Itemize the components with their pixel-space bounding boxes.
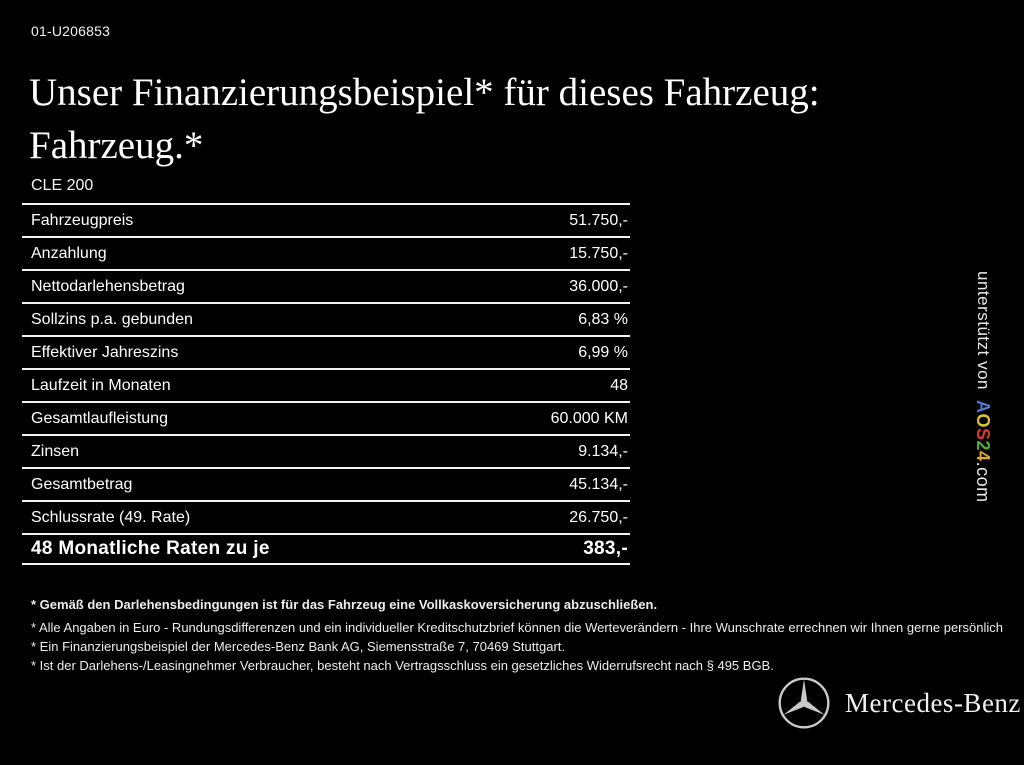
footnote-insurance: * Gemäß den Darlehensbedingungen ist für…	[31, 597, 658, 612]
footnote-bank-address: * Ein Finanzierungsbeispiel der Mercedes…	[31, 639, 566, 654]
row-value: 51.750,-	[569, 211, 628, 229]
supported-by-label: unterstützt von	[974, 271, 993, 391]
aos24-domain-suffix: .com	[973, 461, 993, 503]
table-row: Anzahlung 15.750,-	[22, 236, 630, 269]
table-row: Gesamtlaufleistung 60.000 KM	[22, 401, 630, 434]
aos24-letter: S	[973, 428, 993, 441]
row-value: 60.000 KM	[550, 409, 628, 427]
row-value: 36.000,-	[569, 277, 628, 295]
row-value: 6,99 %	[578, 343, 628, 361]
aos24-logo: AOS24.com	[973, 400, 993, 503]
row-label: Anzahlung	[31, 244, 107, 262]
row-label: Zinsen	[31, 442, 80, 460]
total-row-label: 48 Monatliche Raten zu je	[31, 538, 270, 559]
row-value: 9.134,-	[578, 442, 628, 460]
mercedes-benz-footer-logo: Mercedes-Benz	[777, 676, 1021, 730]
row-value: 6,83 %	[578, 310, 628, 328]
table-row: Sollzins p.a. gebunden 6,83 %	[22, 302, 630, 335]
supported-by-banner: unterstützt von AOS24.com	[972, 271, 993, 571]
row-label: Nettodarlehensbetrag	[31, 277, 185, 295]
table-row: Fahrzeugpreis 51.750,-	[22, 203, 630, 236]
table-row: Nettodarlehensbetrag 36.000,-	[22, 269, 630, 302]
mercedes-star-icon	[778, 677, 830, 729]
table-row-monthly-rate-total: 48 Monatliche Raten zu je 383,-	[22, 533, 630, 565]
table-row: Effektiver Jahreszins 6,99 %	[22, 335, 630, 368]
row-label: Sollzins p.a. gebunden	[31, 310, 193, 328]
footnotes: * Gemäß den Darlehensbedingungen ist für…	[31, 595, 1003, 675]
footnote-euro-disclaimer: * Alle Angaben in Euro - Rundungsdiffere…	[31, 620, 1003, 635]
footnote-withdrawal-right: * Ist der Darlehens-/Leasingnehmer Verbr…	[31, 658, 774, 673]
row-value: 26.750,-	[569, 508, 628, 526]
row-label: Effektiver Jahreszins	[31, 343, 179, 361]
table-row: Schlussrate (49. Rate) 26.750,-	[22, 500, 630, 533]
table-row: Laufzeit in Monaten 48	[22, 368, 630, 401]
row-label: Laufzeit in Monaten	[31, 376, 171, 394]
row-label: Gesamtbetrag	[31, 475, 133, 493]
table-row: Zinsen 9.134,-	[22, 434, 630, 467]
aos24-letter: 2	[973, 440, 993, 452]
aos24-letter: 4	[973, 451, 993, 462]
total-row-value: 383,-	[583, 538, 628, 559]
page-title-line2: Fahrzeug.*	[29, 124, 204, 167]
row-value: 15.750,-	[569, 244, 628, 262]
table-row: Gesamtbetrag 45.134,-	[22, 467, 630, 500]
row-label: Schlussrate (49. Rate)	[31, 508, 191, 526]
row-label: Fahrzeugpreis	[31, 211, 134, 229]
vehicle-ref-id: 01-U206853	[31, 23, 111, 39]
vehicle-model: CLE 200	[31, 177, 94, 194]
mercedes-benz-wordmark: Mercedes-Benz	[845, 687, 1021, 718]
aos24-letter: A	[973, 400, 993, 414]
row-label: Gesamtlaufleistung	[31, 409, 168, 427]
row-value: 45.134,-	[569, 475, 628, 493]
finance-table: Fahrzeugpreis 51.750,- Anzahlung 15.750,…	[22, 203, 630, 565]
row-value: 48	[610, 376, 628, 394]
aos24-letter: O	[973, 413, 993, 429]
page-title-line1: Unser Finanzierungsbeispiel* für dieses …	[29, 71, 820, 114]
page-title: Unser Finanzierungsbeispiel* für dieses …	[29, 66, 820, 172]
